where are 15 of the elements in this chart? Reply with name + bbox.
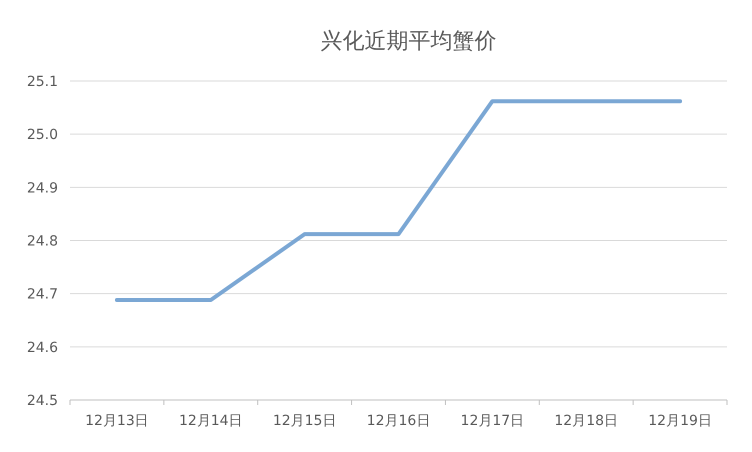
x-tick-label: 12月18日 [554,413,618,429]
y-tick-label: 24.5 [26,393,58,409]
y-tick-label: 24.7 [26,286,58,303]
x-tick-label: 12月14日 [178,413,243,429]
y-tick-label: 25.0 [26,127,58,144]
y-tick-label: 24.6 [26,340,58,356]
x-tick-label: 12月17日 [460,413,524,429]
chart-title: 兴化近期平均蟹价 [320,29,496,54]
y-tick-label: 25.1 [26,74,58,90]
x-tick-label: 12月15日 [272,413,336,429]
x-tick-label: 12月19日 [648,413,712,429]
y-tick-label: 24.9 [26,180,58,196]
y-tick-label: 24.8 [26,234,58,250]
x-tick-label: 12月16日 [366,413,430,429]
x-tick-label: 12月13日 [85,413,149,429]
